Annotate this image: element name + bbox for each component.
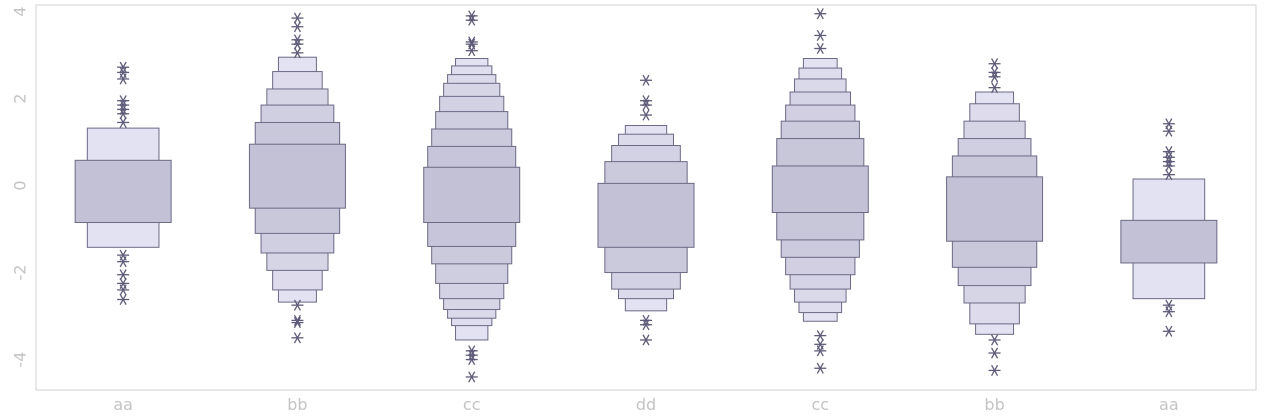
outlier-point [465,349,478,361]
outlier-point [1162,299,1175,311]
outlier-point [291,332,304,344]
outlier-point [640,109,652,121]
outlier-point [117,61,130,73]
outlier-point [465,371,478,383]
outlier-point [117,116,130,129]
y-axis: 4 2 0 -2 -4 [11,6,30,367]
boxen-box [423,166,521,224]
plot-marks [74,8,1218,383]
outlier-point [117,269,130,281]
x-tick-label: cc [811,395,829,414]
outlier-point [117,95,130,107]
outlier-point [465,45,478,57]
outlier-point [1162,125,1175,137]
outlier-point [291,47,304,59]
outlier-point [988,364,1001,376]
outlier-point [814,345,827,357]
outlier-point [640,319,652,331]
outlier-point [117,103,130,115]
outlier-point [988,66,1001,78]
boxen-group-aa [1120,118,1218,337]
outlier-point [117,99,130,111]
outlier-point [1162,160,1175,172]
outlier-point [117,284,130,296]
boxen-group-bb [248,12,346,344]
outlier-point [814,29,827,41]
outlier-point [291,21,304,33]
outlier-point [465,38,478,50]
outlier-point [1162,325,1175,337]
outlier-point [117,277,130,289]
outlier-point [1162,306,1175,318]
y-tick-label: 0 [11,180,30,190]
outlier-point [988,82,1001,94]
outlier-point [291,299,304,311]
outlier-point [988,334,1001,346]
boxen-box [771,165,869,214]
outlier-point [988,71,1001,83]
y-tick-label: 4 [11,6,30,16]
outlier-point [117,108,130,120]
y-tick-label: -2 [11,265,30,281]
outlier-point [640,95,652,107]
outlier-point [117,73,130,85]
outlier-point [814,42,827,55]
outlier-point [117,293,130,306]
outlier-point [814,362,827,374]
x-tick-label: bb [287,395,307,414]
boxen-box [946,176,1044,242]
outlier-point [465,10,478,22]
outlier-point [465,354,478,366]
outlier-point [117,256,130,268]
boxen-group-bb [946,58,1044,376]
plot-area [35,4,1257,391]
boxen-group-cc [771,8,869,374]
boxen-group-cc [423,10,521,383]
outlier-point [291,317,304,329]
y-tick-label: -4 [11,352,30,368]
outlier-point [291,34,304,46]
boxen-box [597,182,695,248]
x-tick-label: bb [984,395,1004,414]
outlier-point [117,66,130,78]
outlier-point [465,14,478,26]
outlier-point [640,334,652,346]
outlier-point [814,338,827,350]
outlier-point [814,8,827,20]
outlier-point [640,314,652,326]
x-tick-label: aa [113,395,133,414]
outlier-point [988,58,1001,70]
outlier-point [1162,146,1175,158]
y-tick-label: 2 [11,93,30,103]
x-tick-label: cc [463,395,481,414]
x-tick-label: dd [636,395,656,414]
outlier-point [117,249,130,261]
outlier-point [291,314,304,326]
outlier-point [640,74,652,86]
outlier-point [1162,156,1175,168]
x-tick-label: aa [1159,395,1179,414]
outlier-point [465,345,478,357]
boxen-box [1120,219,1218,264]
outlier-point [291,12,304,24]
outlier-point [1162,151,1175,163]
outlier-point [814,330,827,342]
boxen-group-aa [74,61,172,306]
boxen-group-dd [597,74,695,346]
outlier-point [465,36,478,48]
x-axis: aa bb cc dd cc bb aa [113,395,1178,414]
outlier-point [1162,169,1175,181]
boxen-box [74,159,172,224]
outlier-point [988,347,1001,359]
outlier-point [640,99,652,111]
outlier-point [1162,118,1175,130]
boxen-box [248,143,346,209]
outlier-point [291,38,304,50]
plot-frame [35,4,1257,391]
